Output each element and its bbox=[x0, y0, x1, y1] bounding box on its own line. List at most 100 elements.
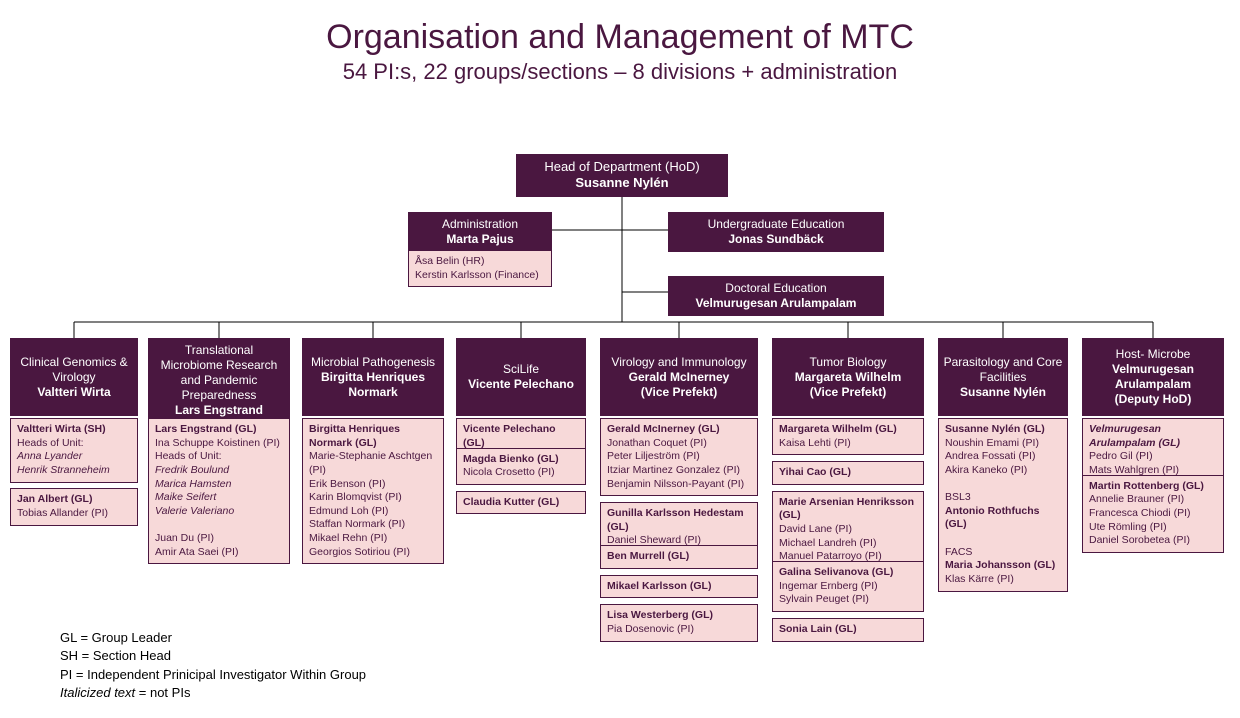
person-line: Mikael Rehn (PI) bbox=[309, 532, 437, 546]
person-line: Karin Blomqvist (PI) bbox=[309, 491, 437, 505]
legend-sh: SH = Section Head bbox=[60, 647, 366, 665]
person-line: Francesca Chiodi (PI) bbox=[1089, 507, 1217, 521]
division-header: SciLifeVicente Pelechano bbox=[456, 338, 586, 416]
division-lead: Margareta Wilhelm bbox=[777, 370, 919, 385]
person-line: Georgios Sotiriou (PI) bbox=[309, 546, 437, 560]
person-line: Marica Hamsten bbox=[155, 478, 283, 492]
person-line: Heads of Unit: bbox=[17, 437, 131, 451]
person-line: Ina Schuppe Koistinen (PI) bbox=[155, 437, 283, 451]
division-lead: Lars Engstrand bbox=[153, 403, 285, 418]
doctoral-name: Velmurugesan Arulampalam bbox=[673, 296, 879, 311]
division-title: SciLife bbox=[461, 362, 581, 377]
person-line: Amir Ata Saei (PI) bbox=[155, 546, 283, 560]
subgroup: Gerald McInerney (GL)Jonathan Coquet (PI… bbox=[600, 418, 758, 496]
undergrad-role: Undergraduate Education bbox=[673, 217, 879, 232]
person-line bbox=[155, 518, 283, 532]
hod-role: Head of Department (HoD) bbox=[521, 159, 723, 175]
subgroup: Susanne Nylén (GL)Noushin Emami (PI)Andr… bbox=[938, 418, 1068, 592]
division-header: Translational Microbiome Research and Pa… bbox=[148, 338, 290, 423]
person-line: Yihai Cao (GL) bbox=[779, 466, 917, 480]
person-line: Juan Du (PI) bbox=[155, 532, 283, 546]
person-line: Itziar Martinez Gonzalez (PI) bbox=[607, 464, 751, 478]
division-lead: Birgitta Henriques Normark bbox=[307, 370, 439, 400]
person-line: Michael Landreh (PI) bbox=[779, 537, 917, 551]
hod-box: Head of Department (HoD) Susanne Nylén bbox=[516, 154, 728, 197]
person-line: Mikael Karlsson (GL) bbox=[607, 580, 751, 594]
subgroup: Martin Rottenberg (GL)Annelie Brauner (P… bbox=[1082, 475, 1224, 553]
person-line: Annelie Brauner (PI) bbox=[1089, 493, 1217, 507]
person-line: Akira Kaneko (PI) bbox=[945, 464, 1061, 478]
person-line: FACS bbox=[945, 546, 1061, 560]
subgroup: Galina Selivanova (GL)Ingemar Ernberg (P… bbox=[772, 561, 924, 612]
person-line: Martin Rottenberg (GL) bbox=[1089, 480, 1217, 494]
person-line: Velmurugesan Arulampalam (GL) bbox=[1089, 423, 1217, 450]
legend: GL = Group Leader SH = Section Head PI =… bbox=[60, 629, 366, 702]
subgroup: Sonia Lain (GL) bbox=[772, 618, 924, 642]
person-line: Peter Liljeström (PI) bbox=[607, 450, 751, 464]
person-line: Kaisa Lehti (PI) bbox=[779, 437, 917, 451]
admin-box: Administration Marta Pajus Åsa Belin (HR… bbox=[408, 212, 552, 287]
person-line: Jonathan Coquet (PI) bbox=[607, 437, 751, 451]
person-line: Birgitta Henriques Normark (GL) bbox=[309, 423, 437, 450]
person-line: Susanne Nylén (GL) bbox=[945, 423, 1061, 437]
person-line: BSL3 bbox=[945, 491, 1061, 505]
person-line: Pedro Gil (PI) bbox=[1089, 450, 1217, 464]
division-title: Tumor Biology bbox=[777, 355, 919, 370]
person-line: Sonia Lain (GL) bbox=[779, 623, 917, 637]
division-header: Clinical Genomics & VirologyValtteri Wir… bbox=[10, 338, 138, 416]
division-lead: Susanne Nylén bbox=[943, 385, 1063, 400]
subgroup: Margareta Wilhelm (GL)Kaisa Lehti (PI) bbox=[772, 418, 924, 455]
division-sublead: (Deputy HoD) bbox=[1087, 392, 1219, 407]
person-line: David Lane (PI) bbox=[779, 523, 917, 537]
division-title: Parasitology and Core Facilities bbox=[943, 355, 1063, 385]
subgroup: Lisa Westerberg (GL)Pia Dosenovic (PI) bbox=[600, 604, 758, 641]
admin-role: Administration bbox=[413, 217, 547, 232]
person-line bbox=[945, 478, 1061, 492]
division-header: Parasitology and Core FacilitiesSusanne … bbox=[938, 338, 1068, 416]
subgroup: Marie Arsenian Henriksson (GL)David Lane… bbox=[772, 491, 924, 569]
admin-name: Marta Pajus bbox=[413, 232, 547, 247]
division-lead: Velmurugesan Arulampalam bbox=[1087, 362, 1219, 392]
division-lead: Valtteri Wirta bbox=[15, 385, 133, 400]
division-title: Microbial Pathogenesis bbox=[307, 355, 439, 370]
person-line: Jan Albert (GL) bbox=[17, 493, 131, 507]
subgroup: Magda Bienko (GL)Nicola Crosetto (PI) bbox=[456, 448, 586, 485]
division-lead: Gerald McInerney bbox=[605, 370, 753, 385]
person-line: Ute Römling (PI) bbox=[1089, 521, 1217, 535]
person-line: Henrik Stranneheim bbox=[17, 464, 131, 478]
person-line: Nicola Crosetto (PI) bbox=[463, 466, 579, 480]
person-line bbox=[945, 532, 1061, 546]
subgroup: Ben Murrell (GL) bbox=[600, 545, 758, 569]
legend-gl: GL = Group Leader bbox=[60, 629, 366, 647]
person-line: Valerie Valeriano bbox=[155, 505, 283, 519]
subgroup: Birgitta Henriques Normark (GL)Marie-Ste… bbox=[302, 418, 444, 564]
person-line: Marie Arsenian Henriksson (GL) bbox=[779, 496, 917, 523]
person-line: Andrea Fossati (PI) bbox=[945, 450, 1061, 464]
division-title: Clinical Genomics & Virology bbox=[15, 355, 133, 385]
undergrad-name: Jonas Sundbäck bbox=[673, 232, 879, 247]
legend-pi: PI = Independent Prinicipal Investigator… bbox=[60, 666, 366, 684]
division-header: Tumor BiologyMargareta Wilhelm(Vice Pref… bbox=[772, 338, 924, 416]
person-line: Erik Benson (PI) bbox=[309, 478, 437, 492]
person-line: Ben Murrell (GL) bbox=[607, 550, 751, 564]
subgroup: Claudia Kutter (GL) bbox=[456, 491, 586, 515]
person-line: Lisa Westerberg (GL) bbox=[607, 609, 751, 623]
division-title: Virology and Immunology bbox=[605, 355, 753, 370]
subgroup: Valtteri Wirta (SH)Heads of Unit:Anna Ly… bbox=[10, 418, 138, 483]
person-line: Edmund Loh (PI) bbox=[309, 505, 437, 519]
person-line: Sylvain Peuget (PI) bbox=[779, 593, 917, 607]
person-line: Valtteri Wirta (SH) bbox=[17, 423, 131, 437]
page-subtitle: 54 PI:s, 22 groups/sections – 8 division… bbox=[0, 59, 1240, 85]
page-title: Organisation and Management of MTC bbox=[0, 18, 1240, 57]
person-line: Galina Selivanova (GL) bbox=[779, 566, 917, 580]
person-line: Maria Johansson (GL) bbox=[945, 559, 1061, 573]
person-line: Staffan Normark (PI) bbox=[309, 518, 437, 532]
person-line: Pia Dosenovic (PI) bbox=[607, 623, 751, 637]
person-line: Gerald McInerney (GL) bbox=[607, 423, 751, 437]
person-line: Fredrik Boulund bbox=[155, 464, 283, 478]
division-header: Virology and ImmunologyGerald McInerney(… bbox=[600, 338, 758, 416]
admin-staff-b: Kerstin Karlsson (Finance) bbox=[415, 269, 545, 283]
subgroup: Jan Albert (GL)Tobias Allander (PI) bbox=[10, 488, 138, 525]
subgroup: Lars Engstrand (GL)Ina Schuppe Koistinen… bbox=[148, 418, 290, 564]
person-line: Ingemar Ernberg (PI) bbox=[779, 580, 917, 594]
